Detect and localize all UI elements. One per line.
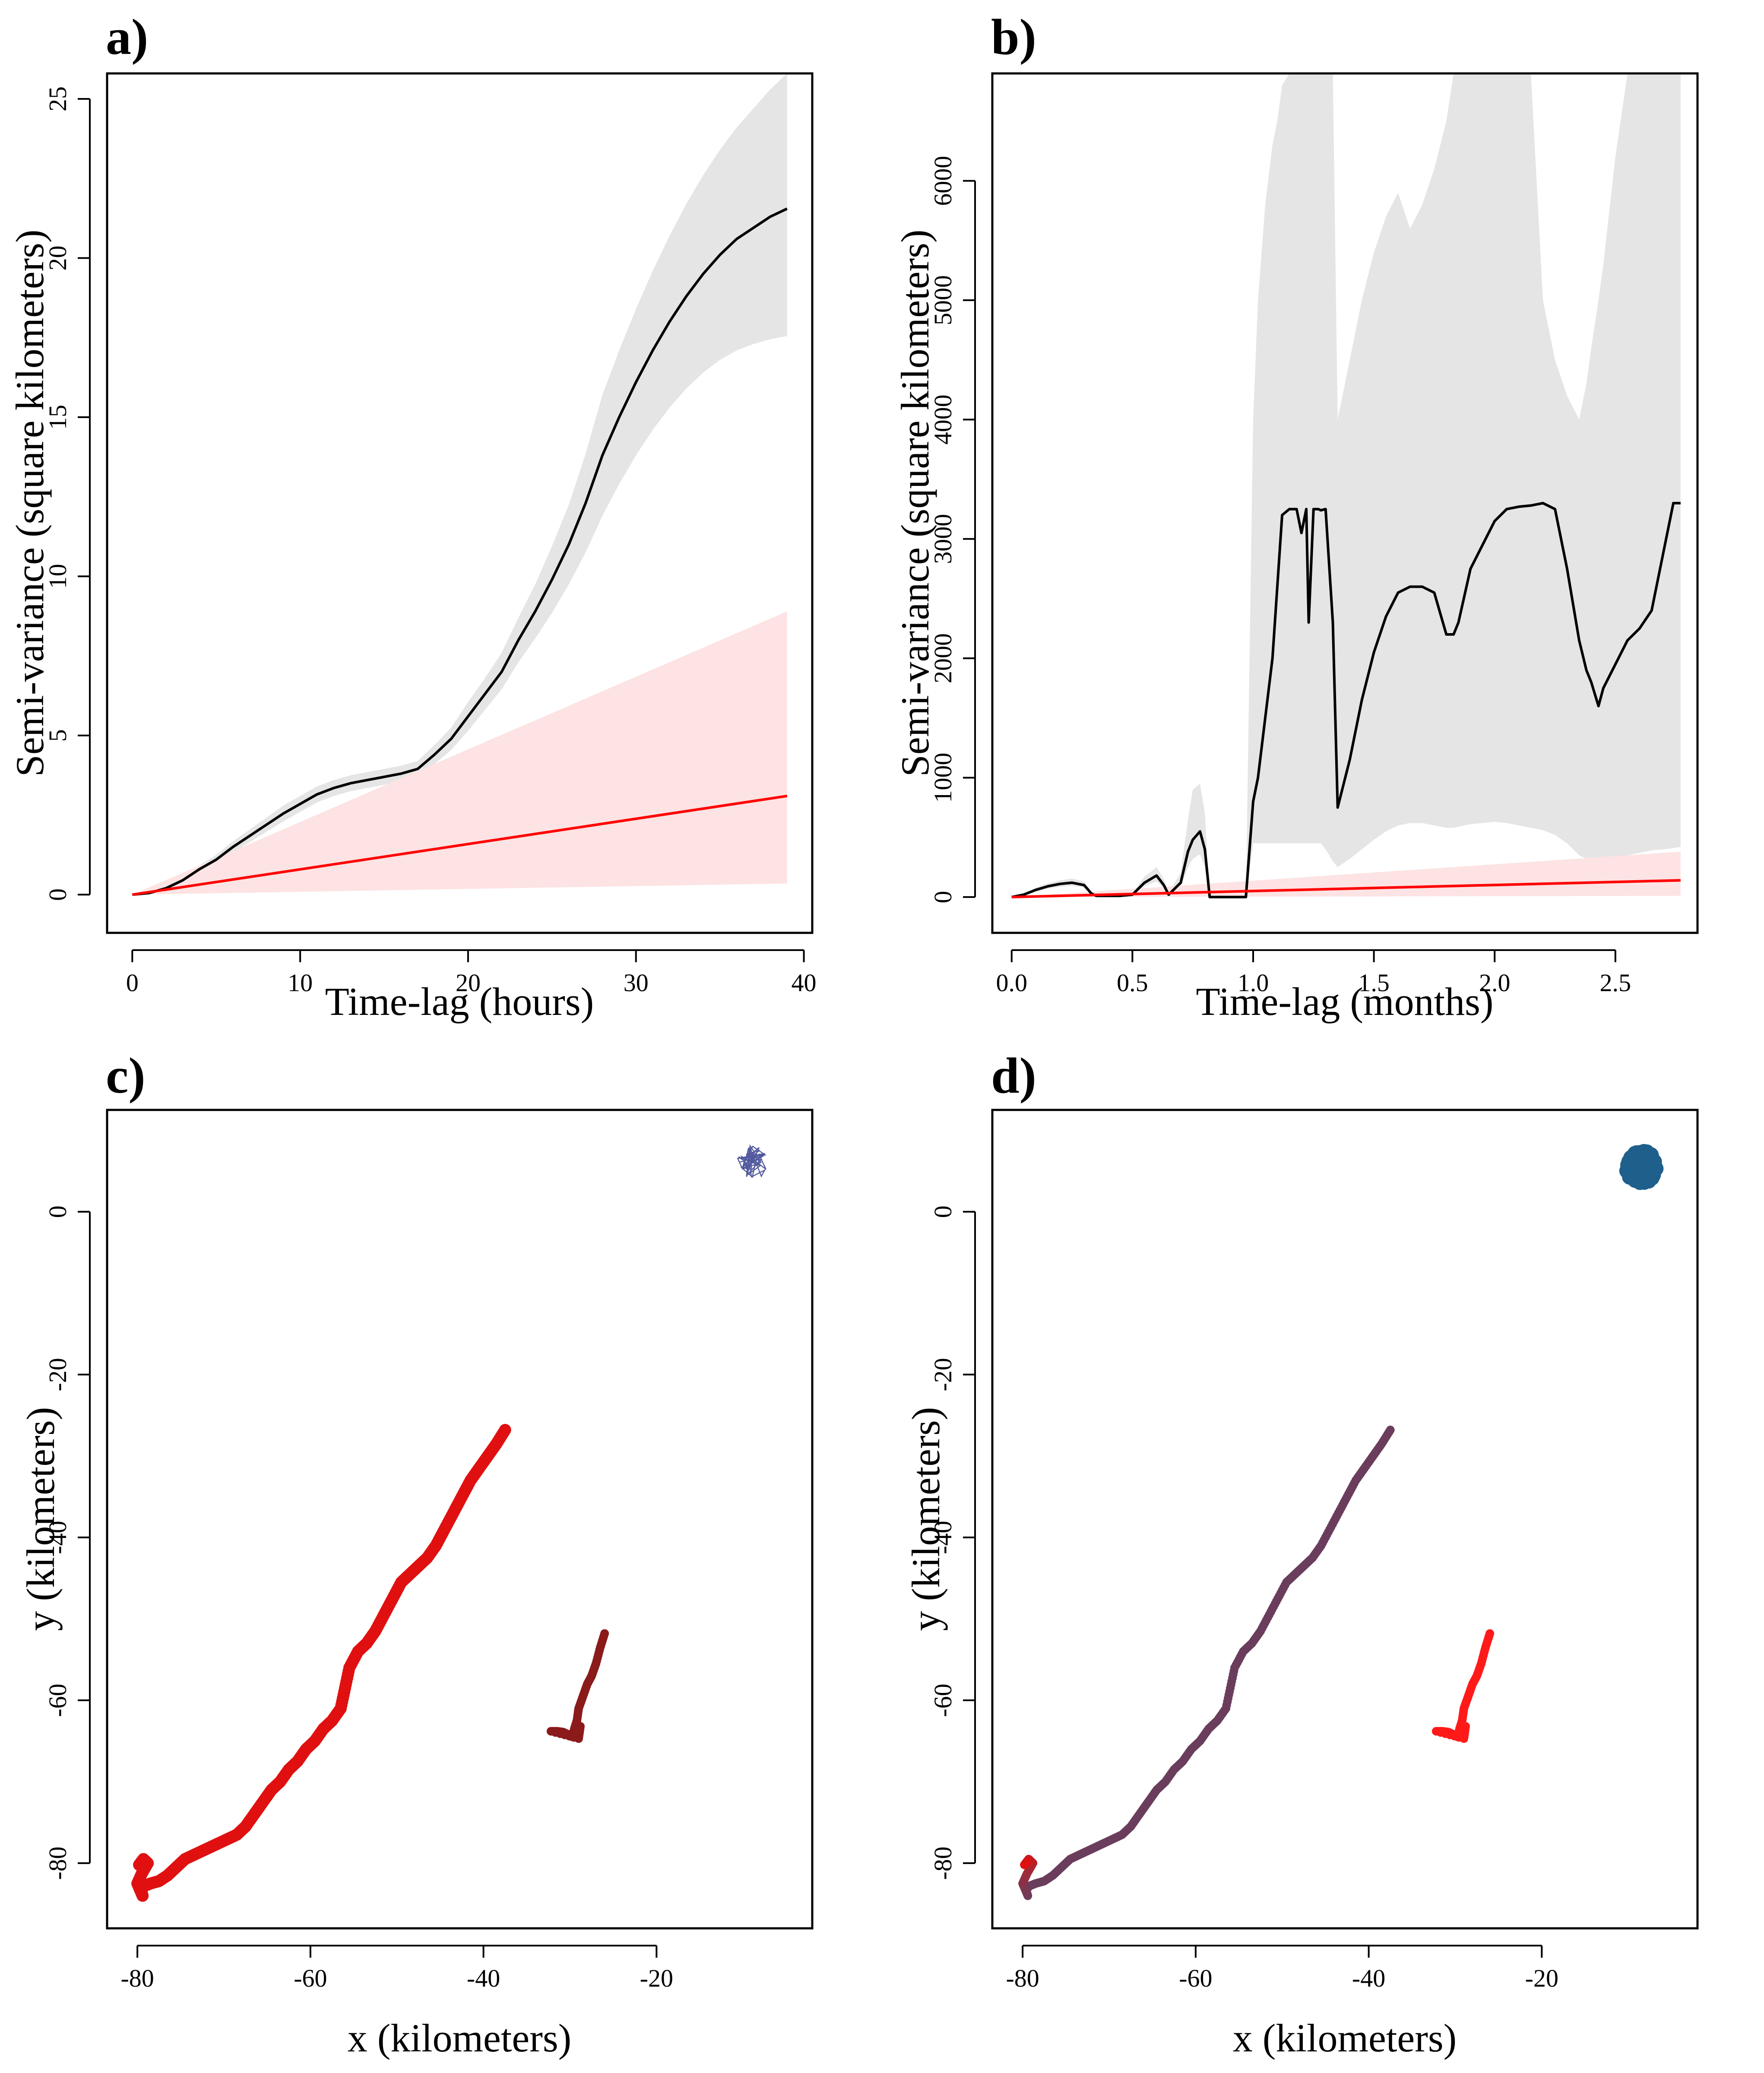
panel-b-y-ticks: 0 1000 2000 3000 4000 5000 6000 — [929, 156, 976, 903]
panel-d-frame — [991, 1109, 1699, 1930]
short-track-point — [576, 1722, 585, 1731]
plot-clip-group — [132, 73, 788, 896]
panel-d-y-axis-title: y (kilometers) — [904, 1407, 948, 1631]
panel-a-x-axis-title: Time-lag (hours) — [325, 979, 594, 1024]
panel-b-frame — [991, 72, 1699, 934]
model-line — [132, 795, 788, 896]
x-tick-label: 0.0 — [996, 969, 1027, 997]
main-track-group — [131, 1424, 511, 1902]
x-tick-label: -20 — [640, 1964, 673, 1992]
panel-c-letter: c) — [106, 1047, 146, 1104]
empirical-confidence-band — [132, 73, 787, 895]
y-tick-label: -40 — [929, 1521, 957, 1554]
short-track-point — [1461, 1722, 1470, 1731]
panel-a-y-axis-title: Semi-variance (square kilometers) — [8, 229, 52, 777]
x-tick-label: 1.0 — [1238, 969, 1269, 997]
empirical-confidence-band — [1011, 73, 1681, 897]
x-tick-label: -40 — [467, 1964, 500, 1992]
model-confidence-band — [132, 611, 787, 895]
model-line — [1011, 879, 1681, 899]
panel-b: b) 0.0 0.5 1.0 1.5 2.0 2.5 0 1000 2000 3000 4000 5… — [893, 9, 1699, 1024]
panel-c-x-ticks: -80 -60 -40 -20 — [120, 1945, 673, 1992]
y-tick-label: 15 — [44, 405, 72, 430]
x-tick-label: 2.5 — [1600, 969, 1631, 997]
cluster-group — [737, 1144, 767, 1178]
x-tick-label: 1.5 — [1358, 969, 1390, 997]
panel-d-y-ticks: -80 -60 -40 -20 0 — [929, 1205, 976, 1880]
main-track-point — [133, 1858, 146, 1871]
empirical-line — [1011, 502, 1681, 899]
y-tick-label: 0 — [929, 891, 957, 903]
x-tick-label: -60 — [294, 1964, 327, 1992]
main-track-line — [136, 1430, 506, 1896]
x-tick-label: -20 — [1525, 1964, 1558, 1992]
y-tick-label: 1000 — [929, 753, 957, 803]
panel-c-x-axis-title: x (kilometers) — [348, 2016, 572, 2060]
x-tick-label: 10 — [288, 969, 313, 997]
y-tick-label: -60 — [929, 1683, 957, 1717]
panel-b-plot-area — [1011, 73, 1681, 899]
panel-d-letter: d) — [991, 1047, 1036, 1104]
y-tick-label: 25 — [44, 86, 72, 111]
panel-a-x-ticks: 0 10 20 30 40 — [126, 949, 817, 997]
y-tick-label: -20 — [44, 1358, 72, 1391]
x-tick-label: 0 — [126, 969, 139, 997]
plot-clip-group — [1011, 73, 1681, 899]
short-track-group — [546, 1629, 609, 1743]
y-tick-label: 10 — [44, 564, 72, 589]
panel-d-x-axis-title: x (kilometers) — [1233, 2016, 1457, 2060]
main-track-point — [1020, 1860, 1029, 1869]
cluster-point — [1638, 1163, 1654, 1179]
y-tick-label: 5000 — [929, 275, 957, 325]
y-tick-label: -80 — [929, 1846, 957, 1880]
panel-c-plot-area — [131, 1144, 767, 1902]
y-tick-label: -20 — [929, 1358, 957, 1391]
y-tick-label: 0 — [44, 1205, 72, 1218]
y-tick-label: 2000 — [929, 633, 957, 683]
x-tick-label: 20 — [456, 969, 481, 997]
empirical-line — [132, 207, 788, 896]
cluster-track-line — [737, 1144, 767, 1178]
main-track-group — [1018, 1426, 1395, 1900]
panel-a-letter: a) — [106, 9, 148, 65]
panel-a-frame — [106, 72, 814, 934]
y-tick-label: 20 — [44, 245, 72, 270]
panel-d-plot-area — [1018, 1144, 1664, 1900]
panel-b-letter: b) — [991, 9, 1036, 65]
x-tick-label: 30 — [624, 969, 649, 997]
y-tick-label: -60 — [44, 1683, 72, 1717]
y-tick-label: 0 — [929, 1205, 957, 1218]
panel-b-y-axis-title: Semi-variance (square kilometers) — [893, 229, 937, 777]
panel-a-plot-area — [132, 73, 788, 896]
panel-a-y-ticks: 0 5 10 15 20 25 — [44, 86, 91, 901]
x-tick-label: 2.0 — [1479, 969, 1511, 997]
panel-b-x-axis-title: Time-lag (months) — [1196, 979, 1493, 1024]
panel-c: c) -80 -60 -40 -20 -80 -60 -40 -20 0 x (kilomet… — [19, 1047, 814, 2060]
y-tick-label: 3000 — [929, 514, 957, 564]
y-tick-label: 5 — [44, 729, 72, 742]
cluster-group — [1619, 1144, 1664, 1190]
panel-d: d) -80 -60 -40 -20 -80 -60 -40 -20 0 x (kilomet… — [904, 1047, 1699, 2060]
y-tick-label: -80 — [44, 1846, 72, 1880]
x-tick-label: 0.5 — [1117, 969, 1148, 997]
y-tick-label: 6000 — [929, 156, 957, 206]
x-tick-label: -80 — [1006, 1964, 1039, 1992]
panel-a: a) 0 10 20 30 40 0 5 10 15 20 25 Time-lag (hours)… — [8, 9, 817, 1024]
x-tick-label: -80 — [120, 1964, 154, 1992]
panel-b-x-ticks: 0.0 0.5 1.0 1.5 2.0 2.5 — [996, 949, 1631, 997]
x-tick-label: -60 — [1179, 1964, 1212, 1992]
y-tick-label: 0 — [44, 888, 72, 901]
y-tick-label: -40 — [44, 1521, 72, 1554]
x-tick-label: -40 — [1352, 1964, 1385, 1992]
panel-c-frame — [106, 1109, 814, 1930]
cluster-point — [1634, 1150, 1650, 1166]
panel-c-y-ticks: -80 -60 -40 -20 0 — [44, 1205, 91, 1880]
panel-c-y-axis-title: y (kilometers) — [19, 1407, 63, 1631]
x-tick-label: 40 — [792, 969, 817, 997]
y-tick-label: 4000 — [929, 395, 957, 445]
panel-d-x-ticks: -80 -60 -40 -20 — [1006, 1945, 1558, 1992]
short-track-group — [1431, 1629, 1495, 1743]
